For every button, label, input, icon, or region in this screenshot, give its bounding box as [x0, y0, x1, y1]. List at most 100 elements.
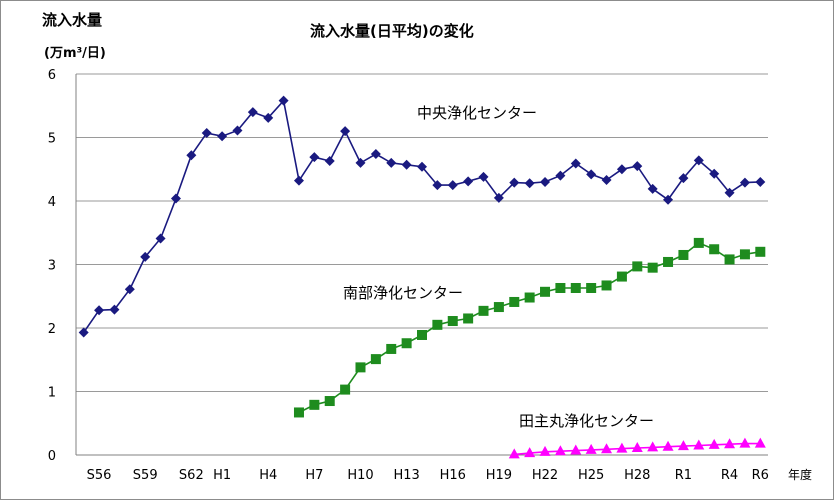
data-point-0-29 [524, 178, 535, 189]
data-point-0-44 [755, 176, 766, 187]
data-point-1-0 [293, 407, 304, 418]
x-tick-label: H19 [486, 468, 512, 483]
data-point-1-30 [755, 246, 766, 257]
data-point-0-23 [432, 180, 443, 191]
data-point-0-43 [739, 177, 750, 188]
data-point-2-7 [616, 442, 628, 453]
data-point-1-14 [509, 296, 520, 307]
y-tick-label: 2 [48, 322, 56, 337]
data-point-1-9 [432, 319, 443, 330]
series-label-tanushimaru: 田主丸浄化センター [519, 412, 654, 430]
data-point-0-8 [201, 128, 212, 139]
data-point-0-3 [124, 284, 135, 295]
data-point-1-23 [647, 262, 658, 273]
data-point-0-28 [509, 177, 520, 188]
data-point-2-15 [739, 437, 751, 448]
data-point-0-11 [247, 107, 258, 118]
data-point-0-37 [647, 183, 658, 194]
data-point-2-0 [508, 448, 520, 459]
x-tick-label: H10 [347, 468, 373, 483]
data-point-0-16 [324, 155, 335, 166]
data-point-0-42 [724, 187, 735, 198]
data-point-0-24 [447, 180, 458, 191]
data-point-0-30 [540, 176, 551, 187]
x-axis-title: 年度 [788, 467, 812, 482]
data-point-1-27 [709, 244, 720, 255]
data-point-0-27 [493, 192, 504, 203]
data-point-1-1 [309, 399, 320, 410]
data-point-2-4 [570, 444, 582, 455]
x-tick-label: R1 [675, 468, 692, 483]
data-point-2-3 [554, 445, 566, 456]
y-tick-label: 1 [48, 386, 56, 401]
data-point-0-2 [109, 304, 120, 315]
data-point-0-17 [340, 126, 351, 137]
data-point-0-38 [663, 194, 674, 205]
data-point-0-18 [355, 157, 366, 168]
data-point-0-31 [555, 170, 566, 181]
x-tick-label: S59 [133, 468, 158, 483]
x-tick-labels: S56 S59 S62 H1 H4 H7 H10 H13 H16 H19 H22 H25 H28 R1 R4… [87, 468, 769, 483]
data-point-2-5 [585, 443, 597, 454]
data-point-1-21 [616, 271, 627, 282]
data-point-0-14 [293, 175, 304, 186]
data-point-0-1 [94, 305, 105, 316]
data-point-2-9 [647, 441, 659, 452]
data-point-0-34 [601, 175, 612, 186]
data-point-2-8 [631, 442, 643, 453]
data-point-1-6 [386, 343, 397, 354]
x-tick-label: H25 [578, 468, 604, 483]
x-tick-label: H16 [440, 468, 466, 483]
x-tick-label: H7 [305, 468, 323, 483]
data-point-0-36 [632, 161, 643, 172]
y-tick-label: 4 [48, 195, 56, 210]
data-point-2-13 [708, 438, 720, 449]
y-axis-unit: (万m³/日) [44, 46, 106, 61]
data-point-1-11 [463, 313, 474, 324]
data-point-1-10 [447, 316, 458, 327]
y-tick-label: 6 [48, 68, 56, 83]
data-point-0-12 [263, 112, 274, 123]
y-tick-label: 3 [48, 259, 56, 274]
data-point-1-29 [739, 249, 750, 260]
data-point-1-12 [478, 305, 489, 316]
data-point-1-19 [586, 282, 597, 293]
data-point-0-25 [463, 176, 474, 187]
x-tick-label: S62 [179, 468, 204, 483]
data-point-1-18 [570, 282, 581, 293]
data-point-0-6 [170, 193, 181, 204]
chart-title: 流入水量(日平均)の変化 [310, 22, 474, 40]
data-point-1-15 [524, 292, 535, 303]
y-axis-title: 流入水量 [42, 11, 102, 29]
data-point-0-35 [616, 164, 627, 175]
data-point-0-33 [586, 169, 597, 180]
y-tick-label: 0 [48, 449, 56, 464]
data-point-0-39 [678, 173, 689, 184]
data-point-1-26 [693, 237, 704, 248]
data-point-1-22 [632, 261, 643, 272]
data-point-0-10 [232, 125, 243, 136]
data-point-0-40 [693, 155, 704, 166]
series-lines [83, 98, 761, 456]
series-markers [78, 95, 766, 459]
data-point-1-3 [340, 384, 351, 395]
x-tick-label: H22 [532, 468, 558, 483]
data-point-1-25 [678, 249, 689, 260]
data-point-2-11 [677, 440, 689, 451]
data-point-1-8 [417, 329, 427, 340]
data-point-1-16 [540, 286, 551, 297]
data-point-2-2 [539, 445, 551, 456]
data-point-2-1 [524, 447, 536, 458]
data-point-1-7 [401, 338, 412, 349]
x-tick-label: S56 [87, 468, 112, 483]
data-point-0-22 [417, 161, 427, 172]
data-point-0-41 [709, 168, 720, 179]
data-point-0-19 [370, 149, 381, 160]
data-point-1-13 [493, 302, 504, 313]
data-point-1-17 [555, 282, 566, 293]
data-point-1-2 [324, 396, 335, 407]
x-tick-label: H28 [624, 468, 650, 483]
data-point-1-20 [601, 280, 612, 291]
data-point-1-24 [663, 256, 674, 267]
